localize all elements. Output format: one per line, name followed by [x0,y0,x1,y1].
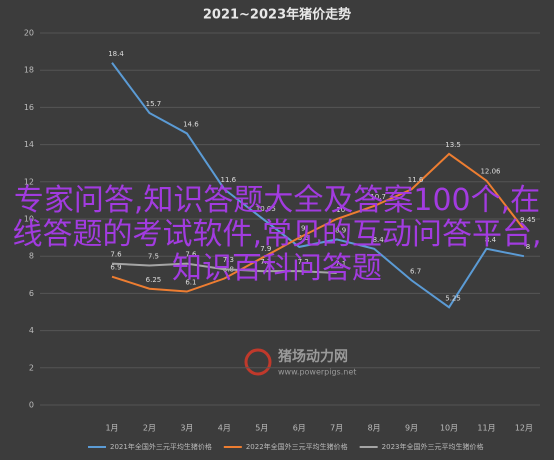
x-tick-label: 5月 [255,424,268,433]
data-label: 8.9 [335,226,346,234]
watermark-name: 猪场动力网 [277,348,348,365]
data-label: 14.6 [183,120,199,128]
data-label: 18.4 [108,50,124,58]
data-label: 7.1 [335,260,346,268]
legend-label: 2022年全国外三元平均生猪价格 [246,442,348,451]
y-tick-label: 2 [29,363,34,372]
data-label: 7.2 [260,258,271,266]
y-tick-label: 8 [29,252,34,261]
series-line [111,152,525,293]
series-line [111,262,337,274]
data-label: 6.7 [410,267,421,275]
data-label: 8.5 [298,234,309,242]
data-label: 7.5 [148,253,159,261]
data-label: 7.9 [260,245,271,253]
legend-label: 2023年全国外三元平均生猪价格 [382,442,484,451]
legend-label: 2021年全国外三元平均生猪价格 [110,442,212,451]
data-label: 15.7 [146,100,162,108]
data-label: 9.45 [520,216,536,224]
data-label: 12.06 [480,168,501,176]
y-tick-label: 4 [29,326,34,335]
data-label: 13.5 [445,141,461,149]
y-tick-label: 6 [29,289,34,298]
data-label: 10 [336,206,345,214]
data-label: 6.9 [110,264,121,272]
series-line [111,62,525,309]
data-label: 7.6 [110,251,122,259]
data-label: 10.05 [256,205,276,213]
data-label: 8.4 [373,236,385,244]
watermark-logo [244,348,272,376]
data-label: 11.6 [408,176,424,184]
data-label: 7.3 [223,256,234,264]
data-label: 7.6 [185,251,197,259]
data-label: 11.6 [221,176,237,184]
y-tick-label: 18 [24,66,34,75]
y-tick-label: 10 [24,215,34,224]
x-tick-label: 3月 [180,424,193,433]
data-label: 6.1 [185,279,196,287]
data-label: 5.25 [445,294,461,302]
x-tick-label: 4月 [218,424,231,433]
data-label: 6.25 [146,276,162,284]
x-tick-label: 10月 [440,424,458,433]
y-tick-label: 0 [29,401,34,410]
y-tick-label: 16 [24,103,34,112]
y-tick-label: 20 [24,29,34,38]
data-label: 7.2 [298,258,309,266]
chart-title: 2021~2023年猪价走势 [203,7,351,23]
data-label: 8 [526,243,530,251]
x-tick-label: 7月 [330,424,343,433]
x-tick-label: 6月 [293,424,306,433]
watermark-url: www.powerpigs.net [278,368,356,377]
x-tick-label: 8月 [368,424,381,433]
x-tick-label: 1月 [105,424,118,433]
data-label: 8.4 [485,236,497,244]
x-tick-label: 9月 [405,424,418,433]
data-label: 9 [301,225,305,233]
x-tick-label: 12月 [515,424,533,433]
y-tick-label: 14 [24,140,34,149]
y-tick-label: 12 [24,177,34,186]
data-label: 10.7 [370,193,386,201]
x-tick-label: 2月 [143,424,156,433]
x-tick-label: 11月 [477,424,495,433]
